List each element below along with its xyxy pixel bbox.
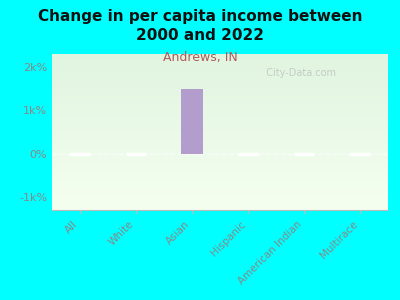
Bar: [181, 89, 203, 154]
Text: Change in per capita income between
2000 and 2022: Change in per capita income between 2000…: [38, 9, 362, 43]
Text: Andrews, IN: Andrews, IN: [163, 51, 237, 64]
Text: City-Data.com: City-Data.com: [260, 68, 336, 78]
